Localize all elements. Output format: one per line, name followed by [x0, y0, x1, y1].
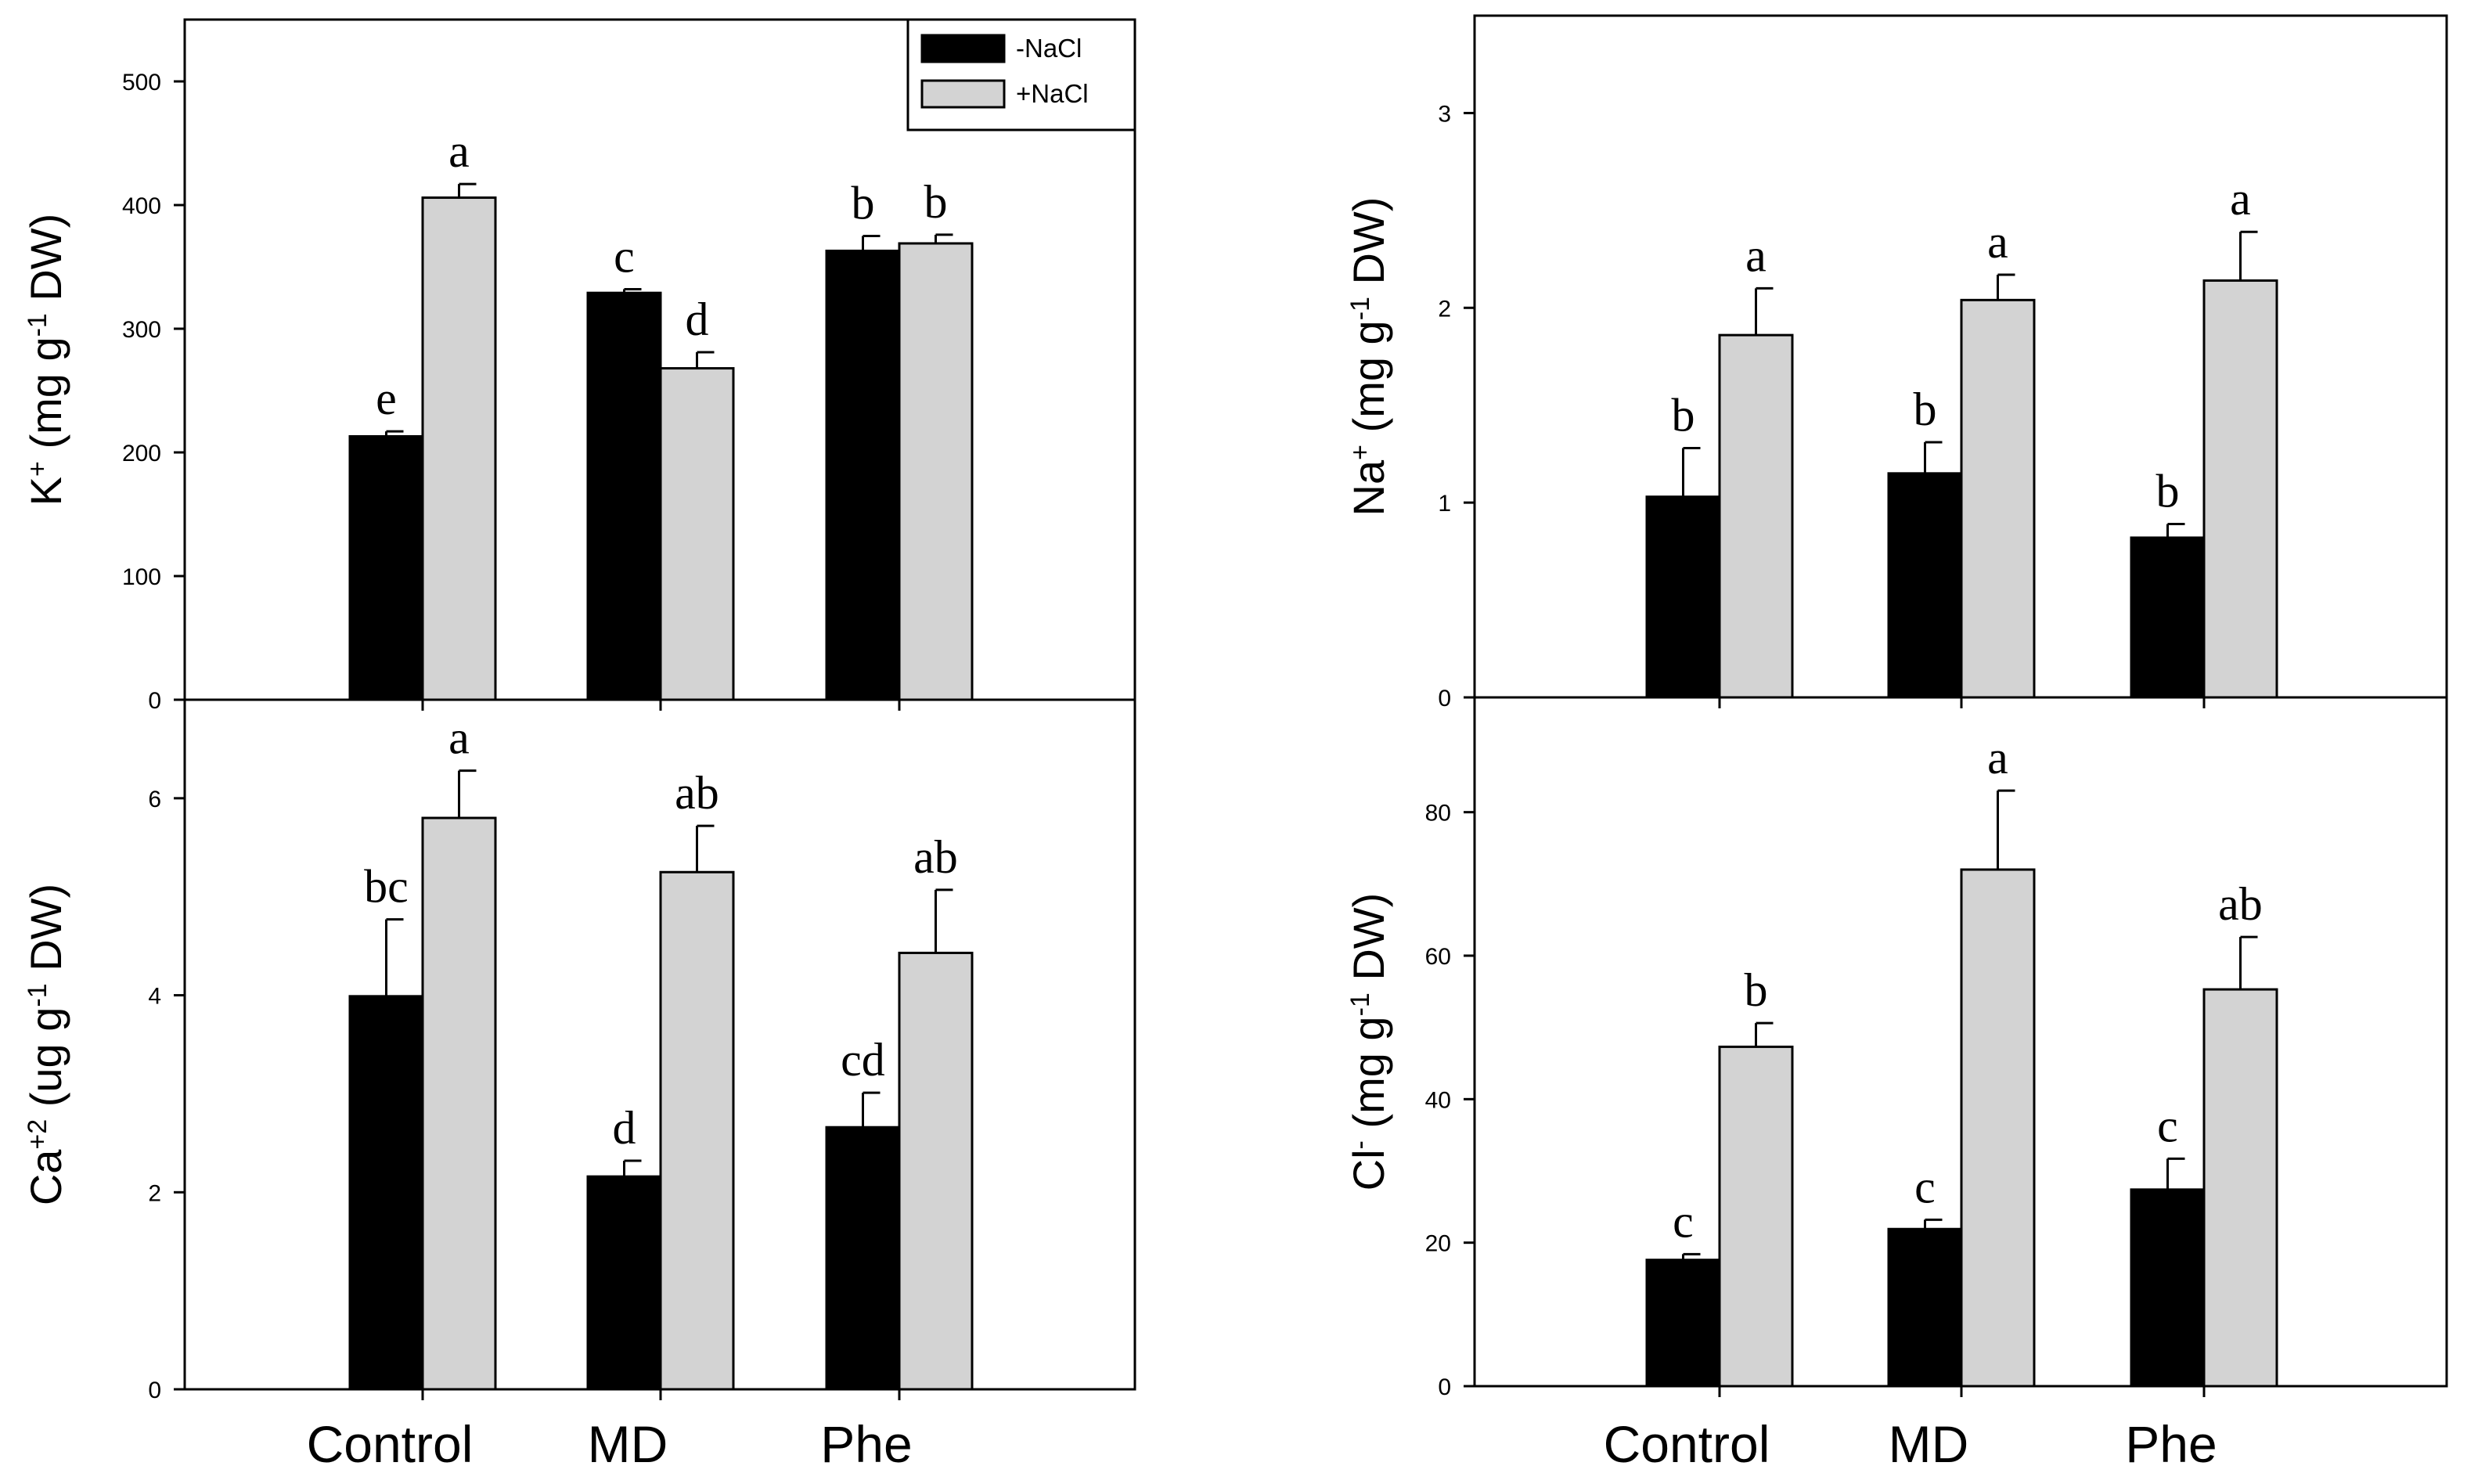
na-ytick-label: 2: [1438, 296, 1451, 322]
legend-label-0: -NaCl: [1016, 34, 1082, 63]
cl-bar-0-0: [1645, 1259, 1721, 1388]
na-letter-1-0: b: [1914, 384, 1937, 435]
na-letter-2-1: a: [2230, 173, 2251, 225]
k-bar-2-1: [898, 242, 974, 701]
k-ytick-label: 100: [122, 564, 161, 590]
ca-ytick-label: 6: [148, 787, 161, 812]
k-bar-2-0: [825, 249, 901, 701]
k-letter-2-0: b: [852, 178, 875, 229]
cl-ytick-label: 0: [1438, 1374, 1451, 1400]
k-ytick-label: 500: [122, 70, 161, 95]
cl-letter-2-1: ab: [2218, 878, 2263, 930]
ca-bar-1-1: [659, 870, 735, 1391]
k-ytick-label: 300: [122, 317, 161, 343]
k-letter-1-0: c: [614, 230, 635, 282]
k-bar-0-0: [348, 434, 424, 701]
cl-xtick-label: Phe: [2125, 1415, 2217, 1473]
cl-bar-0-1: [1718, 1045, 1794, 1388]
ca-panel: 0 2 4 6 Ca+2 (ug g-1 DW) bc a Control d ab MD cd ab P…: [21, 698, 1136, 1473]
na-ytick-label: 1: [1438, 491, 1451, 517]
k-ytick-label: 400: [122, 193, 161, 219]
k-letter-2-1: b: [924, 176, 948, 228]
ca-xtick-label: Phe: [820, 1415, 912, 1473]
cl-xtick-label: Control: [1604, 1415, 1770, 1473]
ca-letter-0-0: bc: [364, 861, 409, 913]
cl-ytick-label: 40: [1425, 1087, 1451, 1113]
legend-swatch-1: [920, 79, 1006, 109]
cl-bar-2-1: [2202, 988, 2278, 1388]
cl-panel: 0 20 40 60 80 Cl- (mg g-1 DW) c b Control c a MD c ab…: [1344, 696, 2448, 1473]
k-ylabel: K+ (mg g-1 DW): [21, 214, 70, 506]
ca-xtick-label: Control: [307, 1415, 474, 1473]
k-bar-0-1: [421, 196, 497, 701]
ca-bar-1-0: [586, 1175, 662, 1391]
ca-letter-2-1: ab: [913, 831, 958, 883]
cl-letter-0-1: b: [1745, 964, 1768, 1016]
na-ytick-label: 3: [1438, 101, 1451, 127]
cl-letter-0-0: c: [1673, 1195, 1694, 1247]
na-bar-1-0: [1887, 472, 1963, 699]
cl-letter-1-0: c: [1914, 1161, 1936, 1212]
k-letter-1-1: d: [686, 294, 709, 345]
ca-xtick-label: MD: [588, 1415, 668, 1473]
cl-ytick-label: 20: [1425, 1231, 1451, 1257]
ca-bar-0-0: [348, 995, 424, 1391]
na-letter-0-1: a: [1745, 229, 1767, 281]
ca-ytick-label: 4: [148, 984, 161, 1010]
ca-bar-2-0: [825, 1126, 901, 1391]
na-letter-0-0: b: [1672, 389, 1695, 441]
k-ytick-label: 0: [148, 688, 161, 714]
k-bar-1-0: [586, 291, 662, 701]
cl-bar-1-0: [1887, 1227, 1963, 1388]
cl-ytick-label: 60: [1425, 944, 1451, 970]
k-ytick-label: 200: [122, 441, 161, 466]
k-bar-1-1: [659, 367, 735, 701]
ca-letter-1-1: ab: [675, 767, 719, 819]
legend-swatch-0: [920, 34, 1006, 63]
na-bar-1-1: [1960, 298, 2036, 699]
na-ylabel: Na+ (mg g-1 DW): [1344, 197, 1393, 517]
ca-letter-1-0: d: [613, 1102, 636, 1154]
k-panel: 0 100 200 300 400 500 K+ (mg g-1 DW) e a cd b b: [21, 18, 1136, 714]
ca-letter-0-1: a: [448, 712, 470, 764]
na-ytick-label: 0: [1438, 686, 1451, 711]
ca-bar-0-1: [421, 816, 497, 1391]
na-bar-0-0: [1645, 495, 1721, 699]
cl-ytick-label: 80: [1425, 801, 1451, 827]
cl-bar-2-0: [2130, 1188, 2206, 1388]
legend-label-1: +NaCl: [1016, 79, 1089, 108]
na-panel: 0 1 2 3 Na+ (mg g-1 DW) b a b a b a: [1344, 14, 2448, 711]
cl-bar-1-1: [1960, 868, 2036, 1388]
na-bar-0-1: [1718, 333, 1794, 699]
cl-letter-1-1: a: [1987, 732, 2008, 783]
ca-ytick-label: 2: [148, 1180, 161, 1206]
na-letter-2-0: b: [2156, 466, 2180, 517]
cl-letter-2-0: c: [2157, 1100, 2178, 1151]
cl-xtick-label: MD: [1889, 1415, 1969, 1473]
ca-bar-2-1: [898, 951, 974, 1391]
k-letter-0-0: e: [376, 373, 397, 424]
cl-ylabel: Cl- (mg g-1 DW): [1344, 893, 1393, 1191]
na-bar-2-0: [2130, 536, 2206, 699]
ca-ylabel: Ca+2 (ug g-1 DW): [21, 884, 70, 1205]
legend: -NaCl +NaCl: [906, 18, 1136, 131]
na-letter-1-1: a: [1987, 216, 2008, 268]
ca-ytick-label: 0: [148, 1378, 161, 1403]
na-bar-2-1: [2202, 279, 2278, 699]
ca-letter-2-0: cd: [841, 1034, 885, 1086]
k-letter-0-1: a: [448, 125, 470, 177]
